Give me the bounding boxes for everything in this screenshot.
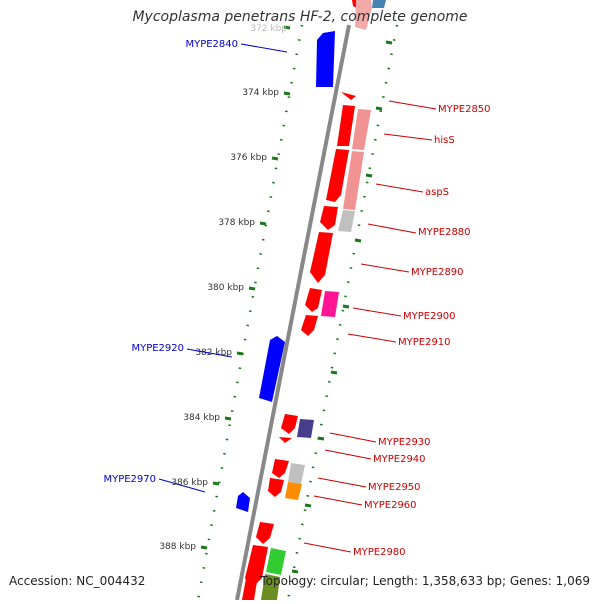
scale-tick-mark [330,370,338,375]
cog-block [261,574,280,600]
gene-arrow-mype2880[interactable] [320,206,338,230]
gene-arrow-mype2930[interactable] [281,414,298,434]
cog-block [352,109,371,150]
scale-tick-label: 372 kbp [250,24,287,34]
gene-arrow-bottom[interactable] [242,573,258,600]
gene-arrow-mype2950[interactable] [272,459,289,478]
scale-tick-mark [212,481,220,486]
genome-backbone [235,24,351,601]
gene-label-mype2910[interactable]: MYPE2910 [398,337,451,348]
gene-label-mype2980[interactable]: MYPE2980 [353,547,406,558]
forward-gene-labels: MYPE2850 hisS aspS MYPE2880 MYPE2890 MYP… [353,104,491,558]
gene-label-mype2880[interactable]: MYPE2880 [418,227,471,238]
scale-tick-marks [200,25,393,574]
scale-tick-label: 386 kbp [171,478,208,488]
cog-block [285,482,302,500]
scale-tick-mark [317,436,325,441]
leader-line-mype2970 [158,478,206,493]
leader-line-mype2840 [240,43,288,53]
scale-tick-mark [291,569,299,574]
leader-line-mype2900 [352,307,402,317]
gene-arrow-hiss[interactable] [337,105,355,146]
scale-tick-mark [248,286,256,291]
forward-strand-genes [242,0,369,600]
reverse-gene-labels: MYPE2840 MYPE2920 MYPE2970 [103,39,238,485]
gene-label-asps[interactable]: aspS [425,187,449,198]
gene-label-mype2950[interactable]: MYPE2950 [368,482,421,493]
cog-block [288,463,305,484]
gene-label-mype2840[interactable]: MYPE2840 [185,39,238,50]
scale-tick-mark [304,503,312,508]
gene-label-mype2970[interactable]: MYPE2970 [103,474,156,485]
label-leader-lines [158,43,437,553]
gene-label-hiss[interactable]: hisS [434,135,455,146]
leader-line-mype2930 [329,432,377,443]
gene-label-mype2960[interactable]: MYPE2960 [364,500,417,511]
scale-tick-label: 378 kbp [218,218,255,228]
scale-tick-label: 382 kbp [195,348,232,358]
cog-block [321,291,339,317]
gene-label-mype2890[interactable]: MYPE2890 [411,267,464,278]
gene-arrow-mype2960[interactable] [268,478,284,497]
cog-block [297,419,314,438]
leader-line-mype2960 [313,495,363,506]
accession-text: Accession: NC_004432 [9,574,146,588]
cog-block [343,151,364,210]
scale-tick-mark [224,416,232,421]
scale-tick-mark [385,40,393,45]
inner-dotted-track [196,24,304,601]
gene-arrow-mype2920[interactable] [259,336,285,402]
leader-line-mype2880 [367,223,417,234]
cog-category-blocks [261,0,386,600]
scale-tick-mark [365,173,373,178]
scale-tick-mark [259,221,267,226]
cog-block [372,0,386,8]
scale-tick-mark [342,304,350,309]
gene-label-mype2940[interactable]: MYPE2940 [373,454,426,465]
leader-line-mype2940 [324,449,372,460]
gene-arrow-mype2900[interactable] [305,288,322,312]
leader-line-mype2850 [388,100,437,110]
scale-tick-mark [375,106,383,111]
leader-line-asps [375,183,424,193]
reverse-strand-genes [236,31,335,512]
scale-tick-mark [283,25,291,30]
scale-tick-label: 380 kbp [207,283,244,293]
leader-line-hiss [383,133,433,141]
gene-label-mype2900[interactable]: MYPE2900 [403,311,456,322]
scale-tick-mark [271,156,279,161]
gene-arrow-mype2940[interactable] [279,437,292,443]
map-title: Mycoplasma penetrans HF-2, complete geno… [132,9,468,25]
cog-block [338,210,355,232]
cog-block [266,548,286,575]
scale-tick-label: 388 kbp [159,542,196,552]
scale-tick-label: 384 kbp [183,413,220,423]
gene-arrow-mype2980[interactable] [256,522,274,544]
leader-line-mype2890 [360,263,410,273]
gene-arrow-asps[interactable] [326,149,349,202]
leader-line-mype2910 [347,333,397,343]
scale-tick-mark [236,351,244,356]
leader-line-mype2980 [303,542,352,553]
gene-label-mype2930[interactable]: MYPE2930 [378,437,431,448]
leader-line-mype2920 [186,348,233,358]
scale-tick-mark [200,545,208,550]
gene-label-mype2850[interactable]: MYPE2850 [438,104,491,115]
scale-tick-labels: 372 kbp 374 kbp 376 kbp 378 kbp 380 kbp … [159,21,287,552]
gene-arrow-mype2970[interactable] [236,492,250,512]
gene-arrow-mype2890[interactable] [310,232,333,283]
gene-arrow-mype2850[interactable] [341,92,356,100]
gene-label-mype2920[interactable]: MYPE2920 [131,343,184,354]
gene-arrow-mype2910[interactable] [301,315,318,336]
genome-summary-text: Topology: circular; Length: 1,358,633 bp… [260,574,590,588]
leader-line-mype2950 [317,477,367,488]
scale-tick-mark [354,238,362,243]
scale-tick-label: 376 kbp [230,153,267,163]
cog-block [355,0,372,30]
scale-tick-mark [283,91,291,96]
gene-arrow-mype2840[interactable] [316,31,335,87]
scale-tick-label: 374 kbp [242,88,279,98]
